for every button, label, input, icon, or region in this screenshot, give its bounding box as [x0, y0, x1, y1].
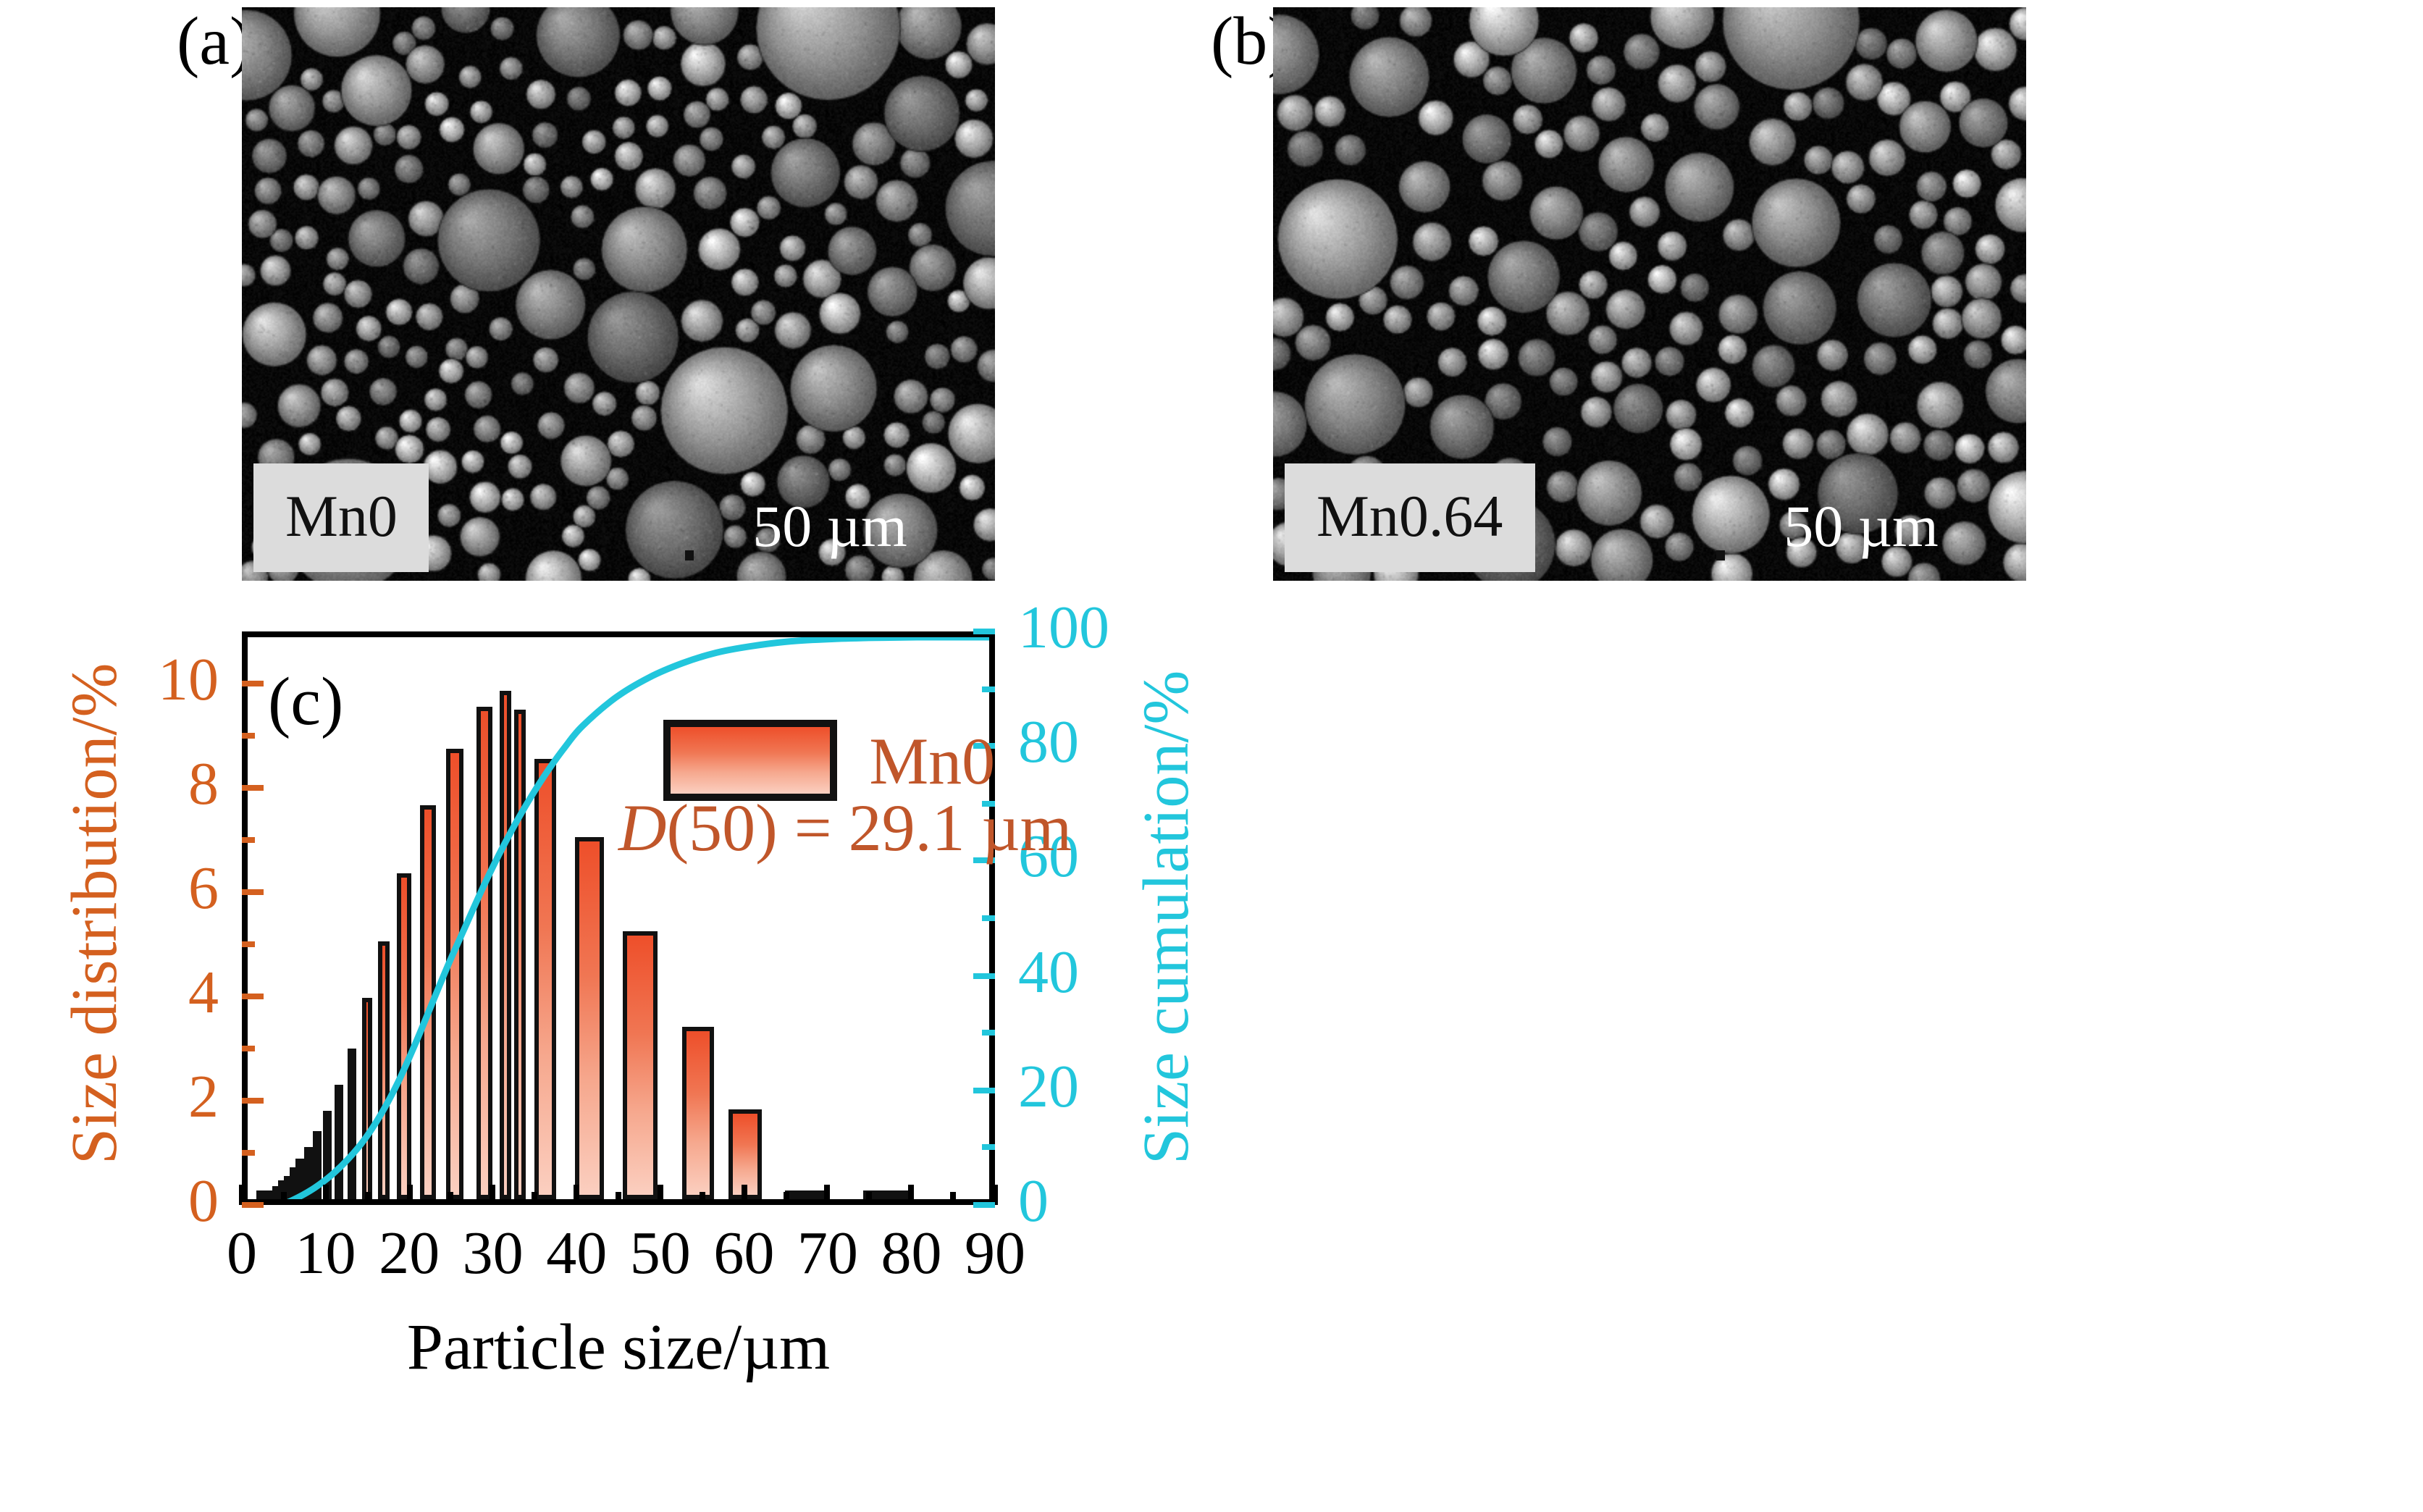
x-tick-label: 20 — [379, 1221, 440, 1288]
axis-tick — [242, 941, 255, 947]
axis-tick — [322, 1185, 329, 1205]
x-axis-title: Particle size/µm — [406, 1311, 831, 1383]
axis-tick — [242, 837, 255, 843]
axis-tick — [242, 733, 255, 739]
x-tick-label: 40 — [546, 1221, 608, 1288]
y-tick-label: 10 — [158, 647, 219, 714]
axis-tick — [448, 1192, 454, 1205]
axis-tick — [973, 857, 995, 864]
chart-bar — [574, 836, 604, 1199]
axis-tick — [699, 1192, 705, 1205]
chart-bar — [623, 931, 658, 1199]
x-tick-label: 70 — [797, 1221, 858, 1288]
panel-letter-c: (c) — [268, 665, 344, 740]
axis-tick — [364, 1192, 371, 1205]
y-tick-label: 4 — [188, 960, 219, 1027]
chart-bar — [534, 758, 556, 1199]
chart-bar — [513, 709, 526, 1199]
chart-bar — [728, 1109, 763, 1199]
sem-a-scalebar: 50 µm — [685, 491, 975, 560]
sem-image-b: Mn0.64 50 µm — [1273, 7, 2026, 581]
y2-tick-label: 20 — [1018, 1054, 1079, 1121]
x-tick-label: 30 — [462, 1221, 524, 1288]
chart-bar — [378, 941, 390, 1199]
y2-tick-label: 40 — [1018, 939, 1079, 1007]
x-tick-label: 0 — [227, 1221, 257, 1288]
axis-tick — [982, 800, 995, 807]
axis-tick — [973, 629, 995, 634]
sem-a-scalebar-line — [685, 550, 694, 560]
x-tick-label: 60 — [713, 1221, 775, 1288]
chart-c-legend-label: Mn0 — [869, 723, 996, 798]
chart-c-legend: Mn0 — [663, 720, 996, 802]
panel-letter-a: (a) — [177, 4, 253, 80]
chart-bar — [681, 1027, 715, 1199]
chart-bar — [500, 691, 511, 1199]
chart-bar — [397, 873, 411, 1199]
sem-a-sample-label: Mn0 — [253, 463, 429, 572]
sem-b-scalebar-line — [1716, 550, 1725, 560]
axis-tick — [973, 973, 995, 979]
x-tick-label: 90 — [965, 1221, 1025, 1288]
chart-bar — [476, 706, 492, 1199]
x-tick-label: 10 — [295, 1221, 356, 1288]
axis-tick — [866, 1192, 873, 1205]
y-tick-label: 6 — [188, 856, 219, 923]
y-tick-label: 0 — [188, 1169, 219, 1235]
axis-tick — [908, 1185, 915, 1205]
sem-a-scalebar-label: 50 µm — [752, 492, 907, 559]
chart-c-legend-swatch — [663, 720, 838, 802]
axis-tick — [982, 686, 995, 692]
y2-tick-label: 0 — [1018, 1169, 1049, 1235]
sem-image-a: Mn0 50 µm — [242, 7, 995, 581]
y-tick-label: 2 — [188, 1064, 219, 1131]
y2-axis-title: Size cumulation/% — [1130, 670, 1202, 1164]
y-axis-title: Size distribution/% — [58, 663, 130, 1164]
axis-tick — [239, 1185, 245, 1205]
x-tick-label: 80 — [881, 1221, 942, 1288]
y2-tick-label: 80 — [1018, 710, 1079, 777]
axis-tick — [657, 1185, 663, 1205]
axis-tick — [973, 1087, 995, 1093]
sem-b-scalebar-label: 50 µm — [1784, 492, 1939, 559]
chart-c-d50-annotation: D(50) = 29.1 µm — [618, 790, 1072, 865]
axis-tick — [741, 1185, 747, 1205]
axis-tick — [982, 1030, 995, 1036]
axis-tick — [973, 743, 995, 749]
sem-b-sample-label: Mn0.64 — [1285, 463, 1535, 572]
axis-tick — [992, 1185, 998, 1205]
y-tick-label: 8 — [188, 752, 219, 818]
y2-tick-label: 60 — [1018, 824, 1079, 891]
axis-tick — [242, 1202, 264, 1208]
axis-tick — [406, 1185, 413, 1205]
axis-tick — [280, 1192, 287, 1205]
axis-tick — [616, 1192, 621, 1205]
axis-tick — [242, 1046, 255, 1051]
chart-bar — [303, 1147, 313, 1199]
axis-tick — [574, 1185, 580, 1205]
axis-tick — [783, 1192, 789, 1205]
axis-tick — [242, 681, 264, 686]
x-tick-label: 50 — [629, 1221, 691, 1288]
axis-tick — [490, 1185, 496, 1205]
sem-b-scalebar: 50 µm — [1716, 491, 2006, 560]
chart-c-cumulative-curve — [287, 637, 989, 1199]
axis-tick — [242, 1150, 255, 1156]
axis-tick — [242, 1098, 264, 1104]
axis-tick — [982, 915, 995, 921]
chart-panel-c: (c) 0 10 20 30 40 50 60 70 80 90 Particle size/µm 0… — [0, 595, 2317, 1434]
axis-tick — [973, 1202, 995, 1208]
chart-c-bars — [248, 637, 989, 1199]
axis-tick — [242, 994, 264, 999]
axis-tick — [950, 1192, 957, 1205]
axis-tick — [824, 1185, 831, 1205]
axis-tick — [982, 1144, 995, 1151]
chart-c-frame — [242, 631, 995, 1205]
axis-tick — [242, 889, 264, 895]
axis-tick — [532, 1192, 538, 1205]
y2-tick-label: 100 — [1018, 595, 1109, 662]
axis-tick — [242, 785, 264, 791]
